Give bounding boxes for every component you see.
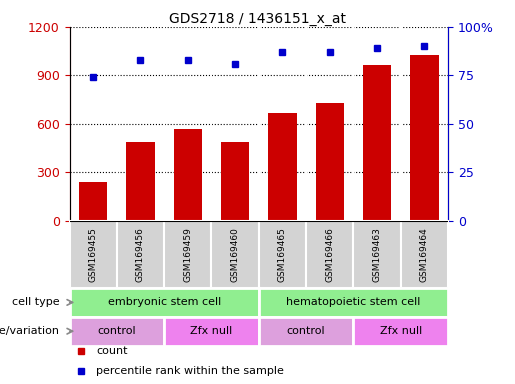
Bar [259,288,448,317]
Text: control: control [287,326,325,336]
Bar [212,221,259,288]
Text: GSM169456: GSM169456 [136,227,145,282]
Bar [174,129,202,221]
Text: genotype/variation: genotype/variation [0,326,59,336]
Bar [221,142,249,221]
Bar [259,221,306,288]
Bar [353,221,401,288]
Bar [410,55,439,221]
Bar [70,221,117,288]
Bar [79,182,108,221]
Text: hematopoietic stem cell: hematopoietic stem cell [286,297,421,308]
Text: GSM169463: GSM169463 [372,227,382,282]
Bar [306,221,353,288]
Text: GSM169460: GSM169460 [231,227,239,282]
Text: count: count [96,346,128,356]
Bar [70,288,259,317]
Bar [259,317,353,346]
Bar [164,317,259,346]
Bar [117,221,164,288]
Bar [316,103,344,221]
Text: GSM169455: GSM169455 [89,227,98,282]
Bar [268,113,297,221]
Text: GSM169464: GSM169464 [420,227,429,282]
Text: GSM169465: GSM169465 [278,227,287,282]
Bar [70,317,164,346]
Text: cell type: cell type [12,297,59,308]
Bar [164,221,212,288]
Text: GSM169466: GSM169466 [325,227,334,282]
Text: GSM169459: GSM169459 [183,227,192,282]
Bar [126,142,154,221]
Bar [401,221,448,288]
Text: GDS2718 / 1436151_x_at: GDS2718 / 1436151_x_at [169,12,346,25]
Text: embryonic stem cell: embryonic stem cell [108,297,221,308]
Text: Zfx null: Zfx null [191,326,233,336]
Bar [353,317,448,346]
Bar [363,65,391,221]
Text: Zfx null: Zfx null [380,326,422,336]
Text: control: control [97,326,136,336]
Text: percentile rank within the sample: percentile rank within the sample [96,366,284,376]
